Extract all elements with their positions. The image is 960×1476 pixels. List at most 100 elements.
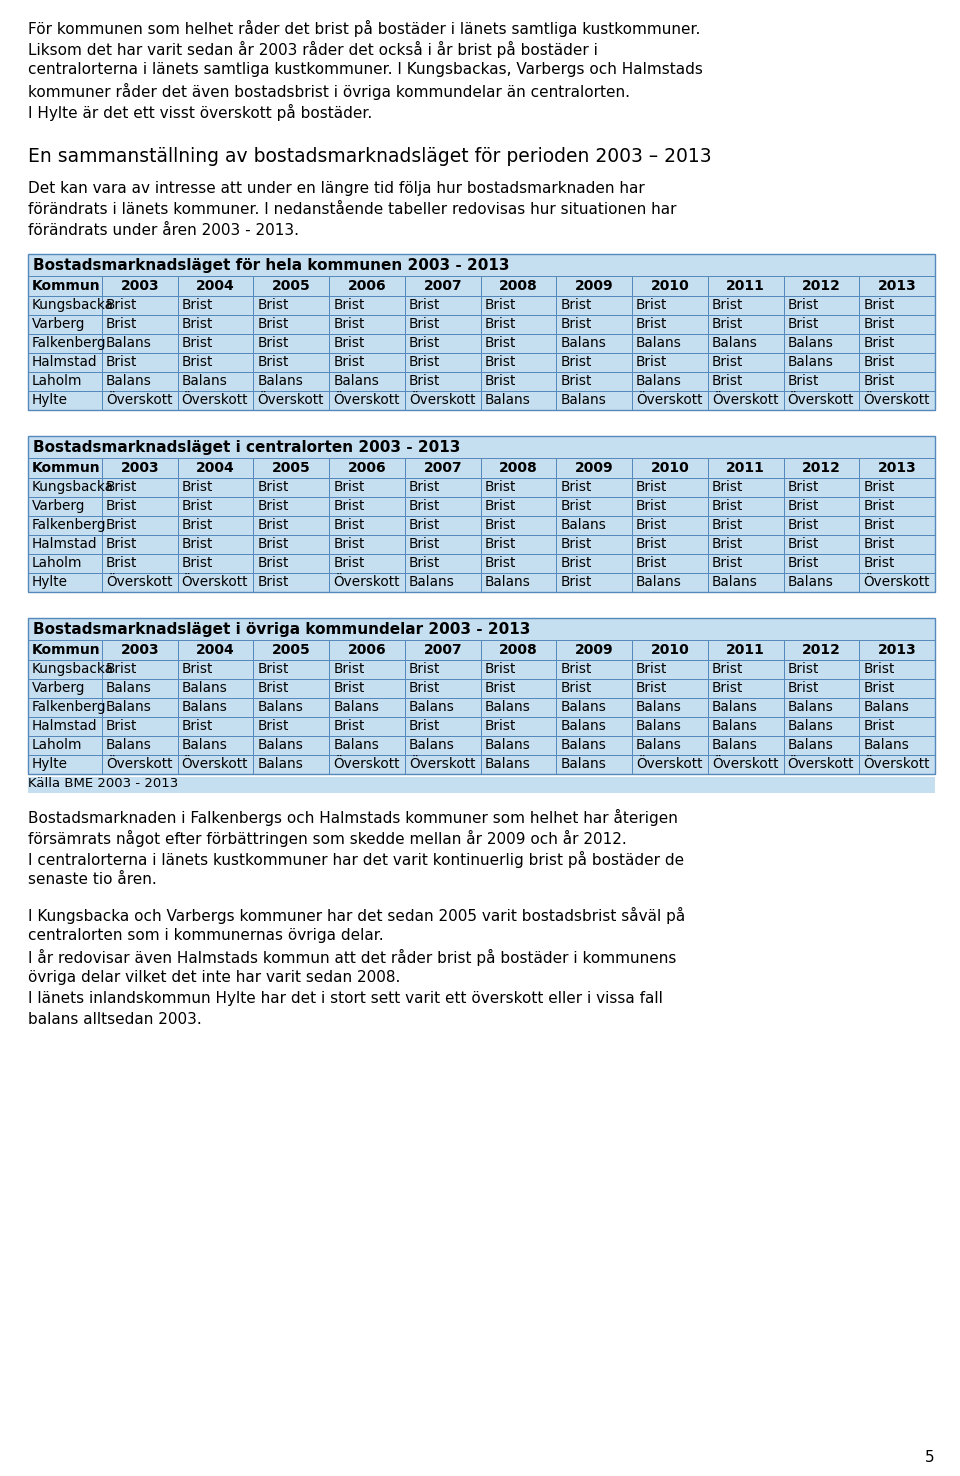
Bar [481, 353, 557, 372]
Text: 2009: 2009 [575, 279, 613, 294]
Bar [859, 554, 935, 573]
Text: Brist: Brist [485, 680, 516, 695]
Bar [329, 478, 405, 497]
Bar [253, 717, 329, 737]
Text: Brist: Brist [485, 373, 516, 388]
Bar [28, 534, 102, 554]
Bar [783, 573, 859, 592]
Bar [481, 534, 557, 554]
Text: Brist: Brist [106, 298, 137, 311]
Text: Brist: Brist [106, 356, 137, 369]
Text: Balans: Balans [561, 700, 606, 714]
Bar [253, 497, 329, 517]
Text: Brist: Brist [106, 499, 137, 514]
Bar [178, 660, 253, 679]
Text: övriga delar vilket det inte har varit sedan 2008.: övriga delar vilket det inte har varit s… [28, 970, 400, 984]
Bar [28, 478, 102, 497]
Text: Brist: Brist [181, 337, 213, 350]
Text: Balans: Balans [711, 719, 757, 734]
Bar [557, 756, 632, 773]
Text: 2008: 2008 [499, 461, 538, 475]
Text: 2010: 2010 [651, 279, 689, 294]
Text: Brist: Brist [485, 663, 516, 676]
Bar [405, 554, 481, 573]
Bar [632, 372, 708, 391]
Bar [783, 679, 859, 698]
Bar [783, 497, 859, 517]
Text: Överskott: Överskott [333, 757, 399, 770]
Text: Brist: Brist [409, 298, 441, 311]
Bar [253, 679, 329, 698]
Bar [405, 717, 481, 737]
Bar [859, 534, 935, 554]
Text: I år redovisar även Halmstads kommun att det råder brist på bostäder i kommunens: I år redovisar även Halmstads kommun att… [28, 949, 677, 965]
Text: 2008: 2008 [499, 279, 538, 294]
Text: förändrats i länets kommuner. I nedanstående tabeller redovisas hur situationen : förändrats i länets kommuner. I nedanstå… [28, 202, 677, 217]
Bar [859, 334, 935, 353]
Bar [329, 497, 405, 517]
Text: Brist: Brist [561, 537, 591, 551]
Text: kommuner råder det även bostadsbrist i övriga kommundelar än centralorten.: kommuner råder det även bostadsbrist i ö… [28, 83, 630, 100]
Text: Balans: Balans [787, 719, 833, 734]
Bar [481, 517, 557, 534]
Text: Brist: Brist [863, 373, 895, 388]
Text: Balans: Balans [257, 757, 303, 770]
Text: 2005: 2005 [272, 279, 311, 294]
Text: Balans: Balans [711, 337, 757, 350]
Text: Brist: Brist [106, 663, 137, 676]
Bar [102, 458, 178, 478]
Text: 2010: 2010 [651, 644, 689, 657]
Bar [329, 353, 405, 372]
Bar [178, 717, 253, 737]
Text: 2004: 2004 [196, 644, 235, 657]
Text: Brist: Brist [787, 680, 819, 695]
Text: Balans: Balans [409, 576, 455, 589]
Text: Överskott: Överskott [181, 757, 249, 770]
Bar [405, 737, 481, 756]
Bar [28, 435, 935, 592]
Text: Brist: Brist [409, 373, 441, 388]
Text: Balans: Balans [636, 576, 682, 589]
Bar [632, 478, 708, 497]
Bar [28, 717, 102, 737]
Text: Överskott: Överskott [257, 393, 324, 407]
Text: Brist: Brist [181, 298, 213, 311]
Bar [632, 458, 708, 478]
Bar [28, 679, 102, 698]
Text: I Hylte är det ett visst överskott på bostäder.: I Hylte är det ett visst överskott på bo… [28, 103, 372, 121]
Bar [708, 698, 783, 717]
Text: Balans: Balans [257, 373, 303, 388]
Text: Brist: Brist [181, 480, 213, 494]
Text: Balans: Balans [485, 700, 531, 714]
Text: 2006: 2006 [348, 644, 386, 657]
Text: Balans: Balans [106, 373, 152, 388]
Text: Balans: Balans [561, 393, 606, 407]
Bar [102, 698, 178, 717]
Text: Balans: Balans [561, 719, 606, 734]
Text: Balans: Balans [561, 518, 606, 531]
Text: Brist: Brist [787, 556, 819, 570]
Text: Balans: Balans [485, 393, 531, 407]
Bar [557, 641, 632, 660]
Bar [557, 314, 632, 334]
Text: Brist: Brist [561, 317, 591, 331]
Bar [783, 717, 859, 737]
Text: Balans: Balans [106, 700, 152, 714]
Text: Brist: Brist [485, 480, 516, 494]
Bar [102, 276, 178, 297]
Text: Balans: Balans [561, 738, 606, 751]
Text: Brist: Brist [787, 373, 819, 388]
Text: Balans: Balans [787, 738, 833, 751]
Text: Brist: Brist [257, 337, 289, 350]
Text: Halmstad: Halmstad [32, 537, 98, 551]
Text: Balans: Balans [711, 576, 757, 589]
Text: Brist: Brist [787, 663, 819, 676]
Text: Balans: Balans [333, 373, 379, 388]
Text: Brist: Brist [333, 719, 365, 734]
Text: Balans: Balans [106, 680, 152, 695]
Text: Liksom det har varit sedan år 2003 råder det också i år brist på bostäder i: Liksom det har varit sedan år 2003 råder… [28, 41, 598, 58]
Bar [28, 756, 102, 773]
Bar [708, 517, 783, 534]
Text: Brist: Brist [485, 719, 516, 734]
Text: Bostadsmarknadsläget i centralorten 2003 - 2013: Bostadsmarknadsläget i centralorten 2003… [33, 440, 461, 455]
